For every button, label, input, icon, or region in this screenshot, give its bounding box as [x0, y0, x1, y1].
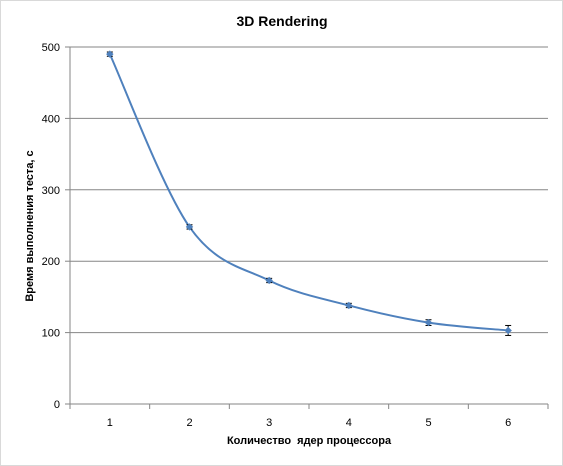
y-axis-title: Время выполнения теста, с — [24, 150, 36, 301]
data-point-1 — [106, 50, 114, 58]
series-line-0 — [108, 53, 509, 332]
y-tick-label-300: 300 — [42, 185, 60, 197]
x-tick-label-6: 6 — [505, 417, 511, 429]
data-point-6 — [504, 326, 512, 335]
series-markers — [106, 50, 512, 336]
x-axis-title: Количество ядер процессора — [227, 435, 392, 447]
x-tick-label-1: 1 — [107, 417, 113, 429]
data-point-5 — [424, 318, 433, 327]
y-tick-label-200: 200 — [42, 256, 60, 268]
series-line-layer — [108, 53, 509, 332]
x-tick-label-5: 5 — [425, 417, 431, 429]
y-tick-label-400: 400 — [42, 113, 60, 125]
axes — [65, 46, 549, 409]
y-tick-label-100: 100 — [42, 328, 60, 340]
x-tick-label-2: 2 — [186, 417, 192, 429]
data-point-2 — [185, 223, 194, 231]
x-tick-label-4: 4 — [346, 417, 352, 429]
y-tick-label-0: 0 — [54, 399, 60, 411]
gridlines — [70, 46, 548, 334]
tick-labels: 0 100 200 300 400 500 1 2 3 4 5 6 — [42, 42, 512, 429]
x-tick-label-3: 3 — [266, 417, 272, 429]
data-point-4 — [345, 301, 353, 310]
chart-title: 3D Rendering — [236, 13, 327, 29]
data-point-3 — [265, 276, 273, 285]
y-tick-label-500: 500 — [42, 42, 60, 54]
